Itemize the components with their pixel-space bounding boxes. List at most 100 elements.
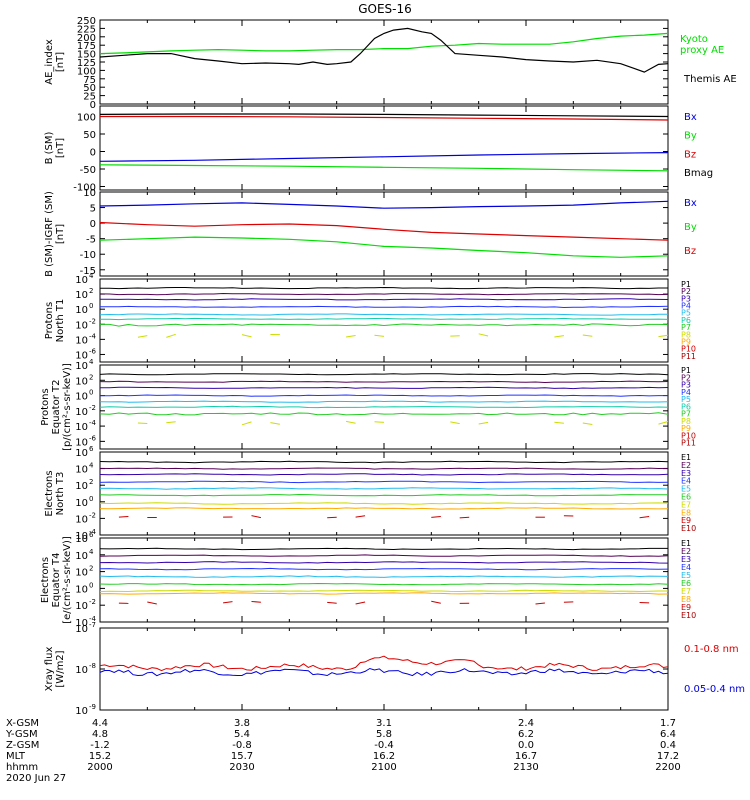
x-table-value: 2200 [655,762,680,773]
y-tick-label: 10 [75,551,88,562]
series-line [99,113,669,118]
legend-label: E1 [681,539,691,548]
y-tick-label: 10 [75,481,88,492]
legend-label: E8 [681,595,691,604]
y-tick-exponent: -2 [89,317,96,325]
legend-label: P11 [681,352,696,361]
panel-frame [99,19,669,105]
channel-line [99,380,669,384]
y-tick-label: 50 [83,130,96,141]
legend-label: Bz [684,149,696,160]
channel-line [535,602,545,605]
x-table-value: 4.4 [92,718,108,729]
y-axis-label: [nT] [55,224,66,244]
channel-line [241,421,252,426]
y-axis-label: [W/m2] [55,650,66,687]
x-table-row-label: MLT [6,751,26,762]
y-tick-exponent: 2 [89,565,93,573]
y-axis-label: Equator T4 [51,553,62,608]
legend-label: E5 [681,571,691,580]
channel-line [99,507,669,510]
legend-label: P5 [681,309,691,318]
channel-line [478,421,489,425]
y-tick-exponent: -4 [89,615,97,623]
y-axis-label: North T1 [55,299,66,343]
y-tick-exponent: 4 [89,462,94,470]
y-tick-exponent: -4 [89,419,97,427]
legend-label: E6 [681,493,691,502]
y-tick-label: 10 [75,534,88,545]
legend-label: Bmag [684,168,713,179]
panel-frame [99,451,669,536]
legend-label: E4 [681,477,691,486]
channel-line [99,473,669,476]
y-tick-label: 10 [75,361,88,372]
channel-line [99,567,669,571]
channel-line [99,460,669,464]
x-table-row-label: X-GSM [6,718,39,729]
channel-line [374,421,385,423]
x-table-row-label: hhmm [6,762,38,773]
y-tick-label: 0 [90,100,96,111]
legend-label: Bx [684,198,697,209]
y-axis-label: AE_index [44,39,55,85]
y-tick-label: 250 [77,16,96,27]
legend-label: P7 [681,410,691,419]
y-tick-label: 10 [75,706,88,717]
x-table-value: 17.2 [657,751,679,762]
y-tick-label: 10 [75,624,88,635]
legend-label: Bz [684,246,696,257]
y-axis-label: [p/(cm²-s-sr-keV)] [62,363,73,451]
channel-line [166,421,176,424]
channel-line [450,421,460,425]
channel-line [100,298,669,301]
series-line [100,115,669,121]
y-tick-exponent: 0 [89,389,93,397]
y-tick-label: 10 [75,335,88,346]
y-tick-label: 200 [77,33,96,44]
y-tick-label: 10 [75,465,88,476]
x-table-value: 6.4 [660,729,676,740]
y-axis-label: Equator T2 [51,380,62,435]
legend-label: E2 [681,461,691,470]
y-tick-exponent: -6 [89,347,97,355]
y-tick-exponent: 0 [89,581,93,589]
legend-label: P1 [681,366,691,375]
y-tick-exponent: 2 [89,373,93,381]
y-tick-label: 10 [83,188,96,199]
channel-line [554,335,564,338]
y-tick-label: 75 [83,75,96,86]
channel-line [459,516,470,519]
y-tick-label: -10 [80,250,96,261]
x-table-value: 2030 [229,762,254,773]
y-tick-label: 10 [75,407,88,418]
y-axis-label: B (SM) [44,131,55,164]
channel-line [99,575,669,578]
y-axis-label: Electrons [44,470,55,516]
panel-protons-t2: Protons Equator T2 [p/(cm²-s-sr-keV)] 10 410… [40,358,696,451]
y-tick-exponent: -7 [89,621,96,629]
channel-line [99,305,669,309]
legend-label: Bx [684,112,697,123]
panel-ae: AE_index [nT] 0255075100125150175200225250… [44,16,737,111]
y-tick-exponent: 4 [89,358,94,366]
legend-label: P8 [681,330,691,339]
y-tick-label: 225 [77,24,96,35]
channel-line [99,405,669,409]
legend-label: By [684,222,697,233]
y-tick-label: 0 [90,148,96,159]
series-line [99,236,669,258]
channel-line [582,422,593,425]
y-tick-label: -15 [80,266,96,277]
y-tick-label: 10 [75,568,88,579]
y-tick-label: 10 [75,618,88,629]
legend-label: P10 [681,345,696,354]
y-tick-label: 10 [75,305,88,316]
legend-label: P6 [681,402,691,411]
y-tick-label: 10 [75,275,88,286]
channel-line [99,561,669,564]
channel-line [99,317,669,321]
legend-label: P8 [681,417,691,426]
